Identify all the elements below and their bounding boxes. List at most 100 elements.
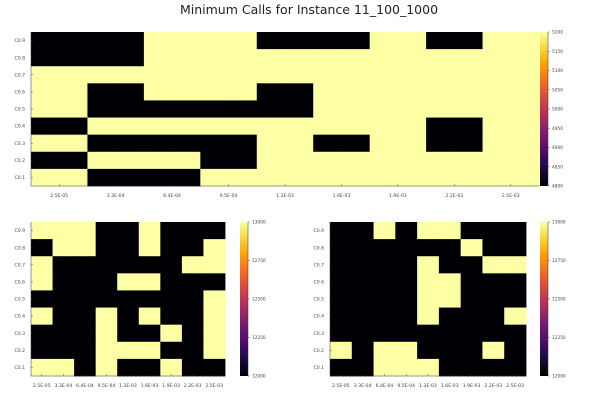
x-tick-label: 9.5E-04 bbox=[98, 383, 116, 389]
heatmap-cell bbox=[228, 66, 258, 84]
heatmap-cell bbox=[203, 256, 226, 274]
colorbar: 12000 12250 12500 12750 13000 bbox=[240, 220, 266, 380]
heatmap-cell bbox=[504, 239, 527, 257]
colorbar-tick-label: 4800 bbox=[552, 184, 563, 190]
heatmap-cell bbox=[117, 222, 140, 240]
heatmap-cell bbox=[200, 134, 229, 153]
heatmap-cell bbox=[200, 49, 229, 67]
heatmap-cell bbox=[438, 273, 462, 291]
heatmap-cell bbox=[426, 49, 455, 67]
heatmap-cell bbox=[181, 341, 204, 360]
heatmap-cell bbox=[373, 358, 396, 377]
heatmap-cell bbox=[313, 134, 342, 153]
heatmap-cell bbox=[285, 151, 314, 170]
heatmap-cell bbox=[256, 66, 286, 84]
heatmap-cell bbox=[482, 32, 512, 50]
heatmap-cell bbox=[115, 83, 145, 101]
colorbar-tick-label: 5000 bbox=[552, 107, 563, 113]
heatmap-cell bbox=[172, 83, 201, 101]
heatmap-cell bbox=[181, 324, 204, 343]
y-tick-label: C0.4 bbox=[14, 124, 25, 130]
heatmap-cell bbox=[59, 168, 88, 187]
heatmap-cell bbox=[95, 358, 118, 377]
colorbar: 12000 12250 12500 12750 13000 bbox=[540, 220, 566, 380]
y-tick-label: C0.8 bbox=[14, 245, 25, 251]
heatmap-cell bbox=[31, 100, 60, 118]
y-tick-label: C0.3 bbox=[313, 331, 324, 337]
heatmap-cell bbox=[369, 83, 399, 101]
heatmap-cell bbox=[341, 49, 371, 67]
heatmap-cell bbox=[369, 66, 399, 84]
heatmap-cell bbox=[74, 290, 97, 308]
x-tick-label: 1.6E-03 bbox=[333, 193, 351, 199]
heatmap-cell bbox=[285, 134, 314, 153]
heatmap-cell bbox=[115, 49, 145, 67]
heatmap-cell bbox=[143, 117, 173, 136]
y-tick-label: C0.1 bbox=[14, 175, 25, 181]
x-tick-label: 9.5E-04 bbox=[220, 193, 238, 199]
heatmap-cell bbox=[172, 117, 201, 136]
heatmap-cell bbox=[200, 32, 229, 50]
heatmap-cell bbox=[417, 256, 440, 274]
x-tick-label: 3.3E-04 bbox=[354, 383, 372, 389]
heatmap-cell bbox=[138, 324, 161, 343]
heatmap-cell bbox=[351, 239, 374, 257]
heatmap-cell bbox=[87, 168, 117, 187]
heatmap-cell bbox=[200, 66, 229, 84]
heatmap-cell bbox=[341, 66, 371, 84]
colorbar-tick-label: 12250 bbox=[252, 335, 266, 341]
x-tick-label: 3.3E-04 bbox=[54, 383, 72, 389]
heatmap-cell bbox=[454, 66, 483, 84]
heatmap-cell bbox=[74, 341, 97, 360]
heatmap-cell bbox=[95, 256, 118, 274]
heatmap-cell bbox=[454, 151, 483, 170]
heatmap-cell bbox=[460, 239, 483, 257]
heatmap-cell bbox=[351, 358, 374, 377]
x-tick-label: 1.3E-03 bbox=[119, 383, 137, 389]
heatmap-cell bbox=[203, 324, 226, 343]
heatmap-cell bbox=[160, 307, 183, 326]
heatmap-cell bbox=[138, 256, 161, 274]
heatmap-cell bbox=[373, 256, 396, 274]
heatmap-cell bbox=[417, 273, 440, 291]
colorbar-tick-label: 12500 bbox=[552, 297, 566, 303]
heatmap-cell bbox=[454, 100, 483, 118]
heatmap-cell bbox=[181, 358, 204, 377]
heatmap-cell bbox=[330, 358, 353, 377]
heatmap-cell bbox=[115, 100, 145, 118]
heatmap-cell bbox=[172, 66, 201, 84]
heatmap-cell bbox=[117, 290, 140, 308]
heatmap-cell bbox=[397, 83, 427, 101]
heatmap-cell bbox=[31, 151, 60, 170]
heatmap-cell bbox=[351, 273, 374, 291]
heatmap-cell bbox=[395, 222, 418, 240]
heatmap-cell bbox=[181, 239, 204, 257]
heatmap-cell bbox=[74, 222, 97, 240]
y-tick-label: C0.2 bbox=[14, 348, 25, 354]
heatmap-cell bbox=[417, 341, 440, 360]
heatmap-cell bbox=[203, 222, 226, 240]
heatmap-cell bbox=[138, 341, 161, 360]
heatmap-cell bbox=[160, 256, 183, 274]
heatmap-cell bbox=[454, 117, 483, 136]
heatmap-cell bbox=[160, 324, 183, 343]
heatmap-cell bbox=[200, 117, 229, 136]
x-tick-label: 1.9E-03 bbox=[162, 383, 180, 389]
heatmap-cell bbox=[510, 66, 540, 84]
heatmap-cell bbox=[482, 151, 512, 170]
heatmap-cell bbox=[460, 256, 483, 274]
heatmap-cell bbox=[426, 66, 455, 84]
y-tick-label: C0.4 bbox=[14, 314, 25, 320]
heatmap-cell bbox=[438, 307, 462, 326]
heatmap-cell bbox=[203, 307, 226, 326]
x-tick-label: 6.4E-04 bbox=[76, 383, 94, 389]
heatmap-cell bbox=[228, 134, 258, 153]
heatmap-cell bbox=[373, 324, 396, 343]
heatmap-cell bbox=[31, 32, 60, 50]
heatmap-cell bbox=[460, 290, 483, 308]
x-tick-label: 3.3E-04 bbox=[107, 193, 125, 199]
heatmap-cell bbox=[52, 256, 75, 274]
heatmap-cell bbox=[143, 32, 173, 50]
heatmap-cell bbox=[395, 239, 418, 257]
